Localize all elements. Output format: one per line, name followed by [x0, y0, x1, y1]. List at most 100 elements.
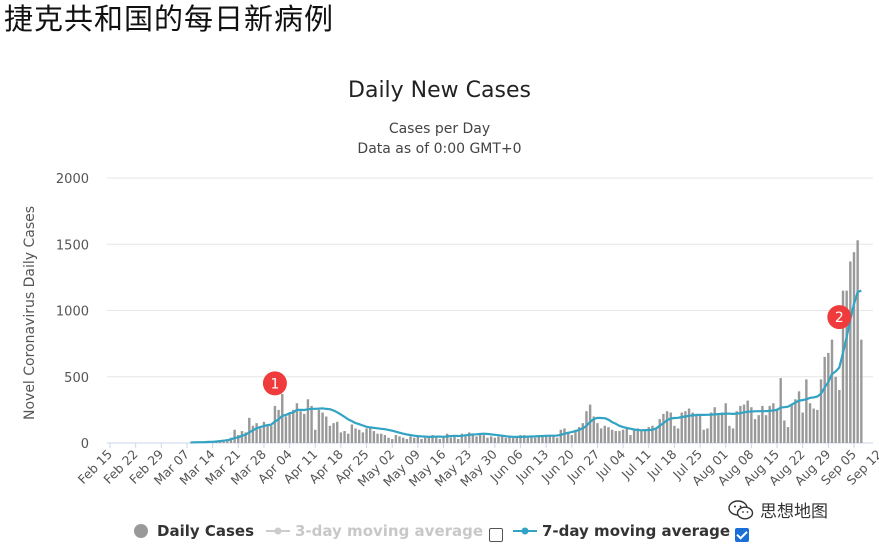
- legend-7-day-average[interactable]: 7-day moving average: [512, 522, 730, 540]
- bar: [321, 412, 324, 443]
- bar: [823, 356, 826, 443]
- bar: [592, 416, 595, 443]
- x-tick-label: Jul 18: [643, 446, 679, 482]
- bar: [464, 436, 467, 443]
- bar: [456, 439, 460, 443]
- bar: [629, 435, 632, 443]
- bar: [284, 416, 288, 443]
- bar: [838, 390, 841, 443]
- bar: [475, 436, 478, 443]
- legend-line-icon: [266, 527, 290, 535]
- bar: [449, 437, 453, 443]
- bar: [640, 431, 643, 443]
- bar: [471, 435, 475, 443]
- bar: [563, 428, 566, 443]
- bar: [808, 403, 812, 443]
- bar: [816, 409, 819, 443]
- bar: [680, 412, 683, 443]
- checkbox-7-day-average[interactable]: [735, 528, 749, 542]
- bar: [757, 415, 760, 443]
- bar: [566, 432, 570, 443]
- bar: [570, 435, 573, 443]
- chart-subtitle: Cases per Day: [388, 121, 491, 137]
- bar: [574, 429, 577, 443]
- bar: [434, 437, 438, 443]
- annotation-label: 2: [835, 310, 844, 326]
- bar: [482, 435, 486, 443]
- bar: [442, 436, 445, 443]
- bar: [493, 437, 497, 443]
- bar: [273, 405, 277, 443]
- bar: [702, 429, 705, 443]
- bar: [717, 415, 720, 443]
- bar: [841, 290, 845, 443]
- bar: [295, 403, 299, 443]
- bar: [819, 379, 823, 443]
- watermark: 思想地图: [728, 497, 828, 522]
- bar: [251, 425, 255, 443]
- bar: [259, 428, 262, 443]
- bar: [581, 423, 584, 443]
- checkbox-3-day-average[interactable]: [489, 528, 503, 542]
- bar: [731, 428, 735, 443]
- bar: [552, 436, 555, 443]
- y-tick-label: 1000: [56, 305, 89, 320]
- bar: [794, 399, 797, 443]
- bar: [548, 435, 551, 443]
- bar: [453, 436, 456, 443]
- bar: [695, 413, 698, 443]
- bar: [515, 436, 519, 443]
- annotation-label: 1: [270, 376, 279, 392]
- bar: [306, 399, 310, 443]
- bar: [860, 339, 863, 443]
- bar: [314, 429, 317, 443]
- bar: [834, 376, 837, 443]
- bar: [625, 427, 628, 443]
- chart-legend: Daily Cases 3-day moving average 7-day m…: [0, 520, 879, 546]
- bar: [812, 408, 815, 443]
- watermark-text: 思想地图: [760, 502, 828, 522]
- x-tick-label: Jul 04: [592, 446, 628, 482]
- bar: [684, 411, 687, 443]
- bar: [706, 428, 709, 443]
- bar: [292, 409, 295, 443]
- bar: [709, 412, 713, 443]
- bar: [735, 411, 738, 443]
- moving-average-line: [190, 289, 862, 444]
- bar: [317, 409, 321, 443]
- legend-daily-cases[interactable]: Daily Cases: [132, 522, 254, 540]
- bar: [691, 412, 694, 443]
- bar: [805, 379, 808, 443]
- bar: [237, 435, 240, 443]
- bar: [423, 437, 427, 443]
- bar: [255, 423, 258, 443]
- bar: [336, 421, 339, 443]
- bar: [358, 429, 361, 443]
- bar: [486, 437, 489, 443]
- bar: [416, 436, 420, 443]
- bar: [281, 393, 284, 443]
- bar: [354, 428, 357, 443]
- bar: [728, 425, 731, 443]
- bar: [262, 421, 266, 443]
- bar: [412, 437, 416, 443]
- legend-3-day-average[interactable]: 3-day moving average: [265, 522, 483, 540]
- bar: [603, 425, 606, 443]
- bar: [270, 425, 273, 443]
- bar: [478, 433, 482, 443]
- bar: [636, 428, 639, 443]
- bar: [533, 437, 537, 443]
- bar: [783, 420, 786, 443]
- bar: [607, 427, 610, 443]
- bar: [750, 407, 753, 443]
- bar: [647, 427, 650, 443]
- bar: [764, 415, 768, 443]
- bar: [511, 437, 515, 443]
- bar: [856, 240, 859, 443]
- bar: [662, 413, 665, 443]
- annotation-marker: [262, 371, 287, 396]
- bar: [369, 427, 372, 443]
- bar: [779, 378, 782, 443]
- bar: [621, 429, 625, 443]
